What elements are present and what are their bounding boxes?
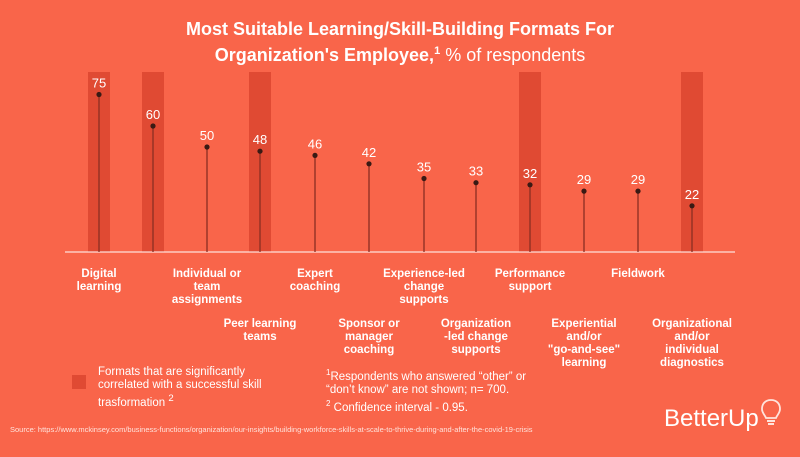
value-label: 50 [200, 128, 214, 143]
category-label: Organizational and/or individual diagnostic… [652, 318, 732, 369]
category-label: Fieldwork [611, 268, 665, 280]
category-label: Sponsor or manager coaching [338, 318, 400, 356]
category-label: Experiential and/or "go-and-see" learning [547, 318, 621, 369]
lollipop-dot [689, 203, 695, 209]
value-label: 42 [362, 145, 376, 160]
value-label: 48 [253, 132, 267, 147]
value-label: 33 [469, 164, 483, 179]
value-label: 60 [146, 107, 160, 122]
category-label: Experience-led change supports [383, 268, 465, 306]
legend-swatch [72, 375, 86, 389]
title-line-2: Organization's Employee,1 % of responden… [0, 40, 800, 66]
category-label: Performance support [494, 268, 566, 293]
lightbulb-icon [761, 399, 781, 425]
value-label: 22 [685, 187, 699, 202]
title-unit: % of respondents [440, 45, 586, 65]
category-label: Peer learning teams [223, 318, 297, 343]
footnote-1-mark: 1 [326, 368, 331, 377]
legend-label: Formats that are significantly correlate… [98, 366, 298, 410]
footnotes: 1Respondents who answered “other” or “do… [326, 366, 556, 415]
category-label: Individual or team assignments [171, 268, 243, 306]
lollipop-dot [635, 188, 641, 194]
footnote-1-text: Respondents who answered “other” or “don… [326, 370, 527, 396]
footnote-2-mark: 2 [326, 398, 331, 408]
legend-text: Formats that are significantly correlate… [98, 366, 262, 409]
value-label: 46 [308, 136, 322, 151]
lollipop-dot [257, 148, 263, 154]
lollipop-dot [421, 175, 427, 182]
highlight-bar [681, 72, 703, 252]
category-label: Expert coaching [289, 268, 341, 293]
lollipop-dot [150, 123, 156, 129]
lollipop-dot [96, 91, 102, 98]
footnote-1: 1Respondents who answered “other” or “do… [326, 366, 556, 397]
value-label: 32 [523, 166, 537, 181]
value-label: 29 [631, 172, 645, 187]
footnote-2: 2 Confidence interval - 0.95. [326, 397, 556, 415]
lollipop-dot [366, 161, 372, 167]
value-label: 75 [92, 76, 106, 91]
title-line-1: Most Suitable Learning/Skill-Building Fo… [185, 19, 615, 39]
highlight-bar [519, 72, 541, 252]
lollipop-dot [204, 144, 210, 150]
chart-title: Most Suitable Learning/Skill-Building Fo… [0, 18, 800, 66]
brand-logo-text: BetterUp [664, 405, 759, 432]
category-label: Digital learning [76, 268, 122, 293]
value-label: 35 [417, 160, 431, 175]
lollipop-dot [312, 152, 318, 158]
footnote-2-text: Confidence interval - 0.95. [333, 401, 468, 414]
lollipop-dot [473, 180, 479, 186]
lollipop-dot [581, 188, 587, 194]
legend-footnote-mark: 2 [168, 393, 174, 404]
source-link[interactable]: Source: https://www.mckinsey.com/busines… [10, 425, 533, 434]
title-footnote-mark: 1 [434, 45, 441, 57]
category-label: Organization -led change supports [440, 318, 512, 356]
value-label: 29 [577, 172, 591, 187]
lollipop-dot [527, 182, 533, 188]
title-line-2-bold: Organization's Employee, [214, 45, 435, 65]
